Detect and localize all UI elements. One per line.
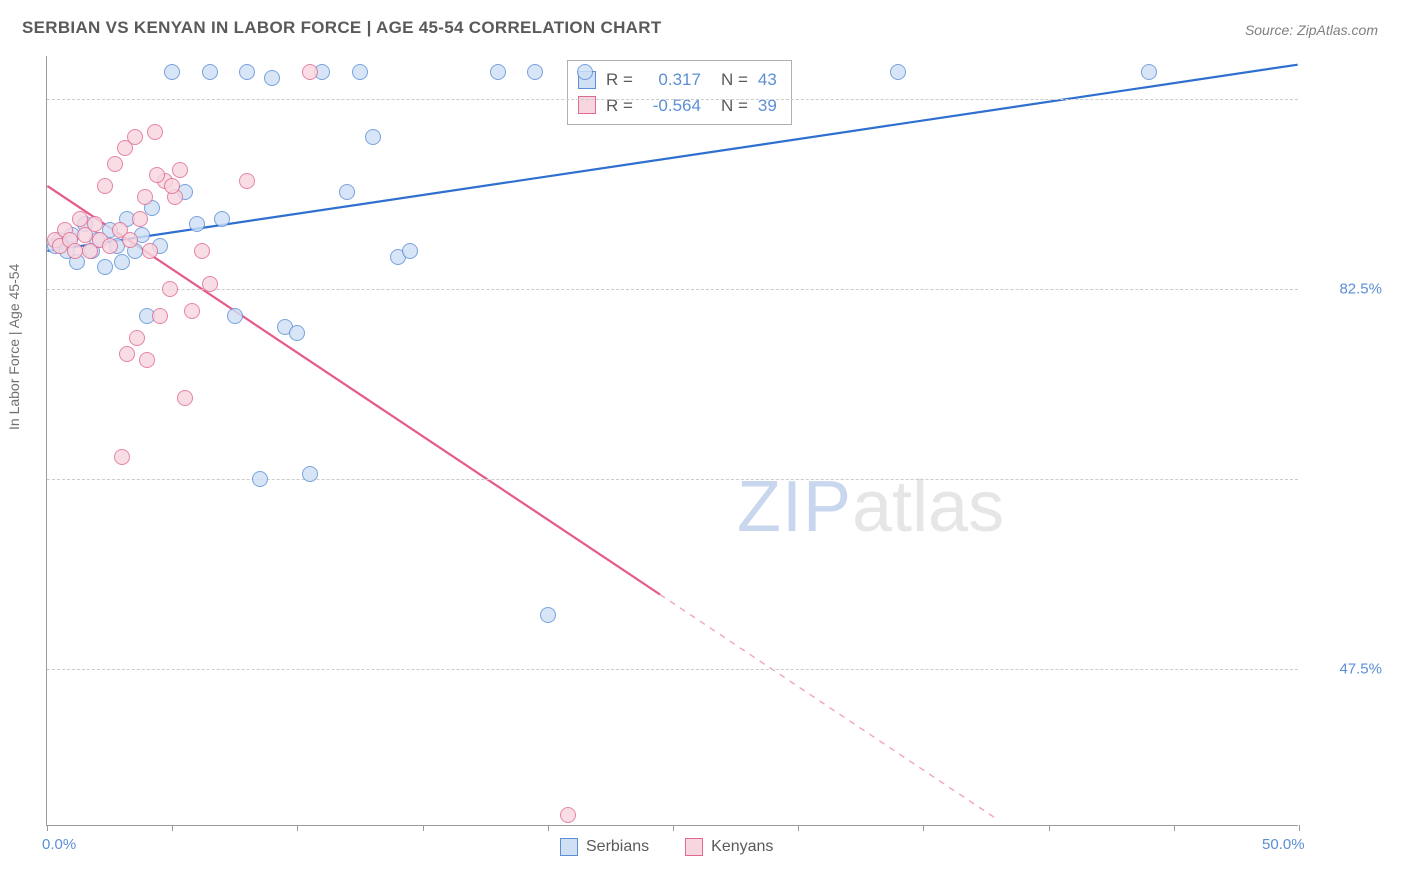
- scatter-dot: [339, 184, 355, 200]
- scatter-dot: [87, 216, 103, 232]
- r-value: 0.317: [643, 67, 701, 93]
- x-tick-label: 0.0%: [42, 836, 76, 853]
- scatter-dot: [490, 64, 506, 80]
- x-tick: [673, 825, 674, 831]
- gridline: [47, 479, 1298, 480]
- y-axis-label: In Labor Force | Age 45-54: [6, 264, 22, 430]
- x-tick: [297, 825, 298, 831]
- scatter-dot: [189, 216, 205, 232]
- scatter-dot: [302, 64, 318, 80]
- x-tick-label: 50.0%: [1262, 836, 1305, 853]
- legend-swatch: [560, 838, 578, 856]
- scatter-dot: [164, 64, 180, 80]
- y-tick-label: 47.5%: [1339, 660, 1382, 677]
- scatter-dot: [289, 325, 305, 341]
- scatter-dot: [264, 70, 280, 86]
- scatter-dot: [184, 303, 200, 319]
- x-tick: [1174, 825, 1175, 831]
- scatter-dot: [302, 466, 318, 482]
- gridline: [47, 289, 1298, 290]
- scatter-dot: [252, 471, 268, 487]
- stats-row: R = 0.317 N = 43: [578, 67, 777, 93]
- scatter-dot: [129, 330, 145, 346]
- x-tick: [1299, 825, 1300, 831]
- x-tick: [172, 825, 173, 831]
- scatter-dot: [152, 308, 168, 324]
- scatter-dot: [114, 449, 130, 465]
- n-value: 39: [758, 93, 777, 119]
- stats-box: R = 0.317 N = 43 R = -0.564 N = 39: [567, 60, 792, 125]
- x-tick: [1049, 825, 1050, 831]
- legend-item: Kenyans: [685, 838, 773, 856]
- x-tick: [47, 825, 48, 831]
- scatter-dot: [560, 807, 576, 823]
- r-value: -0.564: [643, 93, 701, 119]
- scatter-dot: [239, 173, 255, 189]
- trend-line-dashed: [660, 594, 998, 819]
- scatter-dot: [127, 129, 143, 145]
- scatter-dot: [227, 308, 243, 324]
- scatter-dot: [67, 243, 83, 259]
- x-tick: [923, 825, 924, 831]
- scatter-dot: [239, 64, 255, 80]
- scatter-dot: [122, 232, 138, 248]
- legend-item: Serbians: [560, 838, 649, 856]
- scatter-dot: [202, 64, 218, 80]
- source-credit: Source: ZipAtlas.com: [1245, 22, 1378, 38]
- scatter-dot: [214, 211, 230, 227]
- scatter-dot: [149, 167, 165, 183]
- scatter-dot: [97, 259, 113, 275]
- bottom-legend: Serbians Kenyans: [560, 838, 773, 856]
- scatter-dot: [132, 211, 148, 227]
- scatter-dot: [352, 64, 368, 80]
- chart-title: SERBIAN VS KENYAN IN LABOR FORCE | AGE 4…: [22, 18, 662, 38]
- plot-area: ZIPatlas R =0.317N =43R =-0.564N =39 47.…: [46, 56, 1298, 826]
- legend-swatch: [685, 838, 703, 856]
- x-tick: [798, 825, 799, 831]
- scatter-dot: [577, 64, 593, 80]
- y-tick-label: 82.5%: [1339, 281, 1382, 298]
- scatter-dot: [72, 211, 88, 227]
- trend-lines-layer: [47, 56, 1298, 825]
- scatter-dot: [1141, 64, 1157, 80]
- n-label: N =: [721, 93, 748, 119]
- scatter-dot: [540, 607, 556, 623]
- scatter-dot: [890, 64, 906, 80]
- x-tick: [548, 825, 549, 831]
- scatter-dot: [139, 352, 155, 368]
- scatter-dot: [162, 281, 178, 297]
- scatter-dot: [402, 243, 418, 259]
- legend-label: Serbians: [586, 838, 649, 856]
- scatter-dot: [137, 189, 153, 205]
- scatter-dot: [177, 390, 193, 406]
- scatter-dot: [119, 346, 135, 362]
- scatter-dot: [202, 276, 218, 292]
- scatter-dot: [147, 124, 163, 140]
- scatter-dot: [172, 162, 188, 178]
- scatter-dot: [194, 243, 210, 259]
- gridline: [47, 99, 1298, 100]
- scatter-dot: [97, 178, 113, 194]
- scatter-dot: [527, 64, 543, 80]
- r-label: R =: [606, 93, 633, 119]
- scatter-dot: [142, 243, 158, 259]
- scatter-dot: [164, 178, 180, 194]
- gridline: [47, 669, 1298, 670]
- n-label: N =: [721, 67, 748, 93]
- r-label: R =: [606, 67, 633, 93]
- legend-label: Kenyans: [711, 838, 773, 856]
- stats-row: R = -0.564 N = 39: [578, 93, 777, 119]
- scatter-dot: [365, 129, 381, 145]
- n-value: 43: [758, 67, 777, 93]
- x-tick: [423, 825, 424, 831]
- scatter-dot: [107, 156, 123, 172]
- scatter-dot: [102, 238, 118, 254]
